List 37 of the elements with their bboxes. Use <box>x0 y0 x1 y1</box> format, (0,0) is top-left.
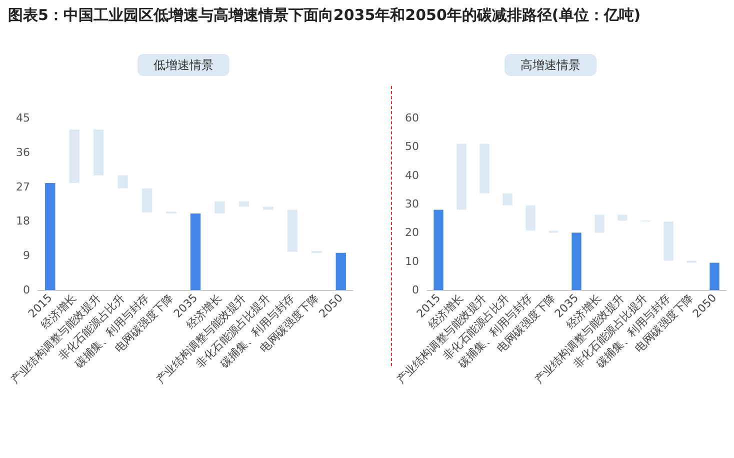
bar <box>434 210 444 290</box>
chart-subtitle: 高增速情景 <box>520 58 580 72</box>
y-tick-label: 60 <box>405 112 419 124</box>
y-tick-label: 40 <box>405 168 419 182</box>
y-tick-label: 36 <box>16 146 30 159</box>
chart-subtitle: 低增速情景 <box>154 58 214 72</box>
bar <box>190 214 201 290</box>
bar <box>118 175 128 188</box>
y-tick-label: 9 <box>23 249 30 262</box>
y-tick-label: 50 <box>405 140 419 154</box>
y-tick-label: 45 <box>16 112 30 124</box>
bar <box>263 206 274 210</box>
bar <box>214 201 225 214</box>
bar <box>664 221 674 261</box>
bar <box>287 210 298 252</box>
y-tick-label: 10 <box>405 254 419 268</box>
y-tick-label: 0 <box>412 284 419 296</box>
y-tick-label: 27 <box>16 180 30 194</box>
bar <box>526 205 536 231</box>
bar <box>480 144 490 194</box>
bar <box>502 193 512 206</box>
bar <box>456 144 466 210</box>
bar <box>45 182 56 290</box>
chart-title: 图表5：中国工业园区低增速与高增速情景下面向2035年和2050年的碳减排路径(单位：亿吨) <box>8 6 641 25</box>
bar <box>93 129 104 176</box>
bar <box>69 129 80 183</box>
bar <box>572 232 582 290</box>
bar <box>710 262 720 290</box>
bar <box>142 188 152 212</box>
bar <box>238 201 250 207</box>
bar <box>594 214 604 233</box>
y-tick-label: 20 <box>405 226 419 240</box>
y-tick-label: 0 <box>23 284 30 296</box>
y-tick-label: 18 <box>16 214 30 228</box>
bar <box>336 252 346 290</box>
y-tick-label: 30 <box>405 198 419 210</box>
bar <box>618 214 628 221</box>
